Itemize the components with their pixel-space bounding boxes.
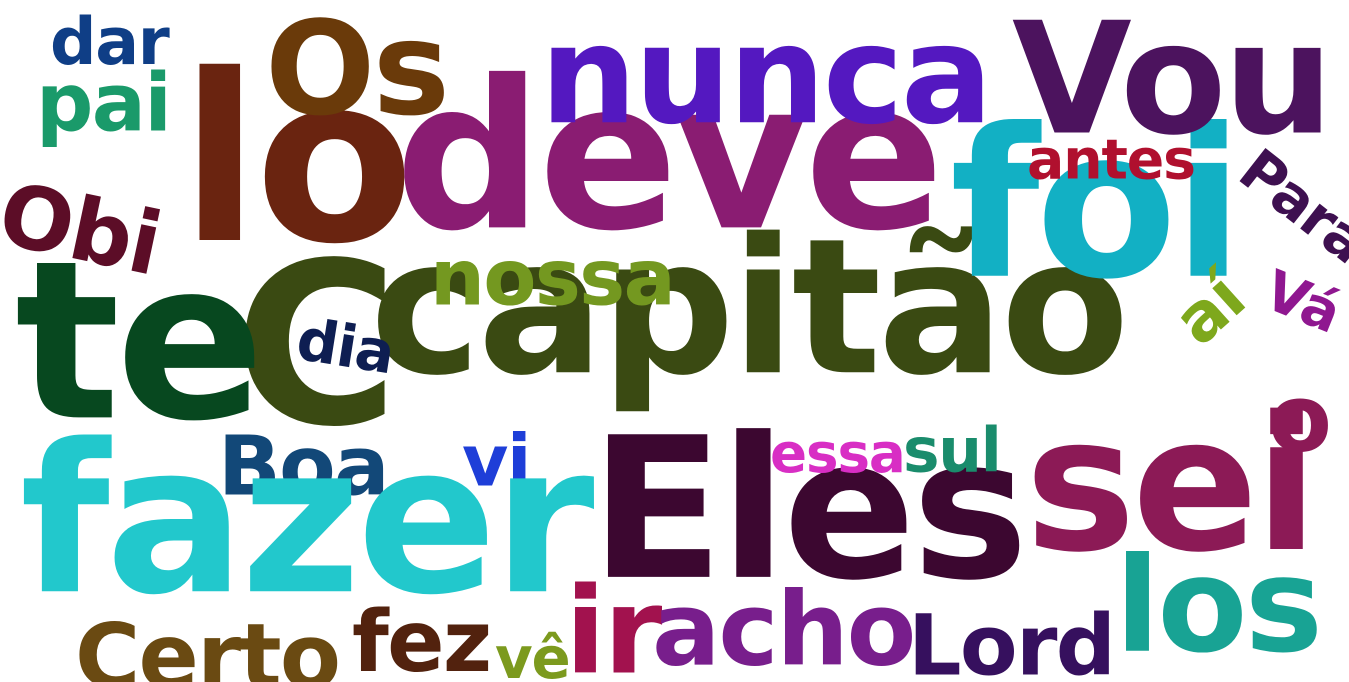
word-pai: pai <box>36 57 172 151</box>
word-foi: foi <box>950 85 1244 325</box>
word-dar: dar <box>50 4 170 81</box>
word-os: Os <box>265 0 450 145</box>
word-va: Vá <box>1255 257 1349 346</box>
word-c: C <box>234 215 399 477</box>
word-fazer: fazer <box>20 400 595 641</box>
word-nunca: nunca <box>540 0 993 156</box>
word-o: o <box>1268 364 1332 473</box>
word-eles: Eles <box>590 396 1028 624</box>
word-dia: dia <box>292 305 399 388</box>
word-vi: vi <box>462 419 531 503</box>
word-ve: vê <box>495 624 571 682</box>
word-lo: lo <box>180 25 414 295</box>
word-los: los <box>1115 528 1323 682</box>
word-capitao: capitão <box>370 198 1130 417</box>
word-essa: essa <box>770 420 906 486</box>
word-antes: antes <box>1027 128 1196 193</box>
word-vou: Vou <box>1012 0 1334 170</box>
word-boa: Boa <box>218 417 390 514</box>
word-lord: Lord <box>908 597 1116 682</box>
word-fez: fez <box>352 592 492 682</box>
word-sei: sei <box>1025 376 1318 594</box>
word-nossa: nossa <box>430 233 676 324</box>
word-sul: sul <box>903 414 1002 487</box>
word-deve: deve <box>395 37 944 277</box>
word-te: te <box>15 213 265 470</box>
word-ir: ir <box>565 562 662 682</box>
word-certo: Certo <box>75 603 341 682</box>
word-acho: acho <box>652 571 916 682</box>
